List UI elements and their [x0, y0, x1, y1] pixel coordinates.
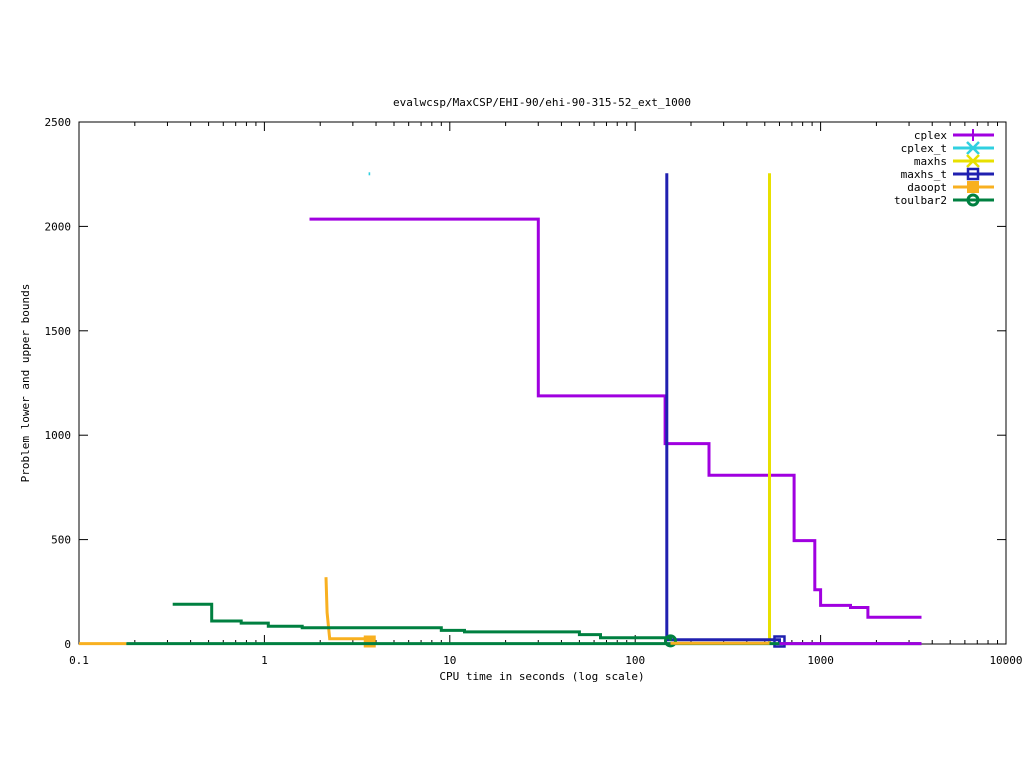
x-tick-label: 1	[261, 654, 268, 667]
x-tick-label: 10000	[989, 654, 1022, 667]
cplex-line	[309, 217, 922, 619]
legend-entry-maxhs_t: maxhs_t	[901, 167, 994, 181]
maxhs_t-point	[773, 635, 786, 648]
legend-label: daoopt	[907, 181, 947, 194]
y-tick-label: 1500	[45, 325, 72, 338]
legend-marker	[966, 167, 980, 181]
legend-label: toulbar2	[894, 194, 947, 207]
legend-label: cplex	[914, 129, 947, 142]
cplex-series	[309, 217, 922, 619]
legend-marker	[967, 181, 979, 193]
x-tick-label: 100	[625, 654, 645, 667]
y-tick-label: 2500	[45, 116, 72, 129]
y-axis-label: Problem lower and upper bounds	[19, 284, 32, 483]
legend-marker	[967, 129, 979, 141]
maxhs_t-line	[665, 173, 781, 644]
legend-label: cplex_t	[901, 142, 947, 155]
plot-area-frame	[78, 121, 1007, 645]
y-tick-label: 2000	[45, 220, 72, 233]
legend-entry-maxhs: maxhs	[914, 154, 994, 168]
daoopt-point	[363, 635, 376, 648]
legend-entry-cplex: cplex	[914, 129, 994, 142]
toulbar2-series	[172, 602, 677, 648]
legend-label: maxhs_t	[901, 168, 947, 181]
daoopt-line	[324, 577, 372, 644]
y-tick-label: 500	[51, 534, 71, 547]
maxhs_t-series	[665, 173, 786, 648]
daoopt-series	[324, 577, 376, 648]
legend-entry-toulbar2: toulbar2	[894, 193, 994, 207]
legend-label: maxhs	[914, 155, 947, 168]
legend-marker	[966, 154, 980, 168]
y-tick-label: 1000	[45, 429, 72, 442]
toulbar2-point	[663, 634, 677, 648]
toulbar2-line	[172, 602, 672, 641]
x-tick-label: 0.1	[69, 654, 89, 667]
legend-entry-daoopt: daoopt	[907, 181, 994, 194]
y-axis: 0 500 1000 1500 2000 2500	[45, 116, 1006, 651]
x-axis-label: CPU time in seconds (log scale)	[439, 670, 644, 683]
x-tick-label: 1000	[807, 654, 834, 667]
chart-title: evalwcsp/MaxCSP/EHI-90/ehi-90-315-52_ext…	[393, 96, 691, 109]
series-layer	[79, 172, 922, 648]
legend-entry-cplex_t: cplex_t	[901, 141, 994, 155]
legend-marker	[966, 141, 980, 155]
x-axis: 0.1 1 10 100 1000 10000	[69, 122, 1023, 667]
y-tick-label: 0	[64, 638, 71, 651]
legend-marker	[966, 193, 980, 207]
x-tick-label: 10	[443, 654, 456, 667]
